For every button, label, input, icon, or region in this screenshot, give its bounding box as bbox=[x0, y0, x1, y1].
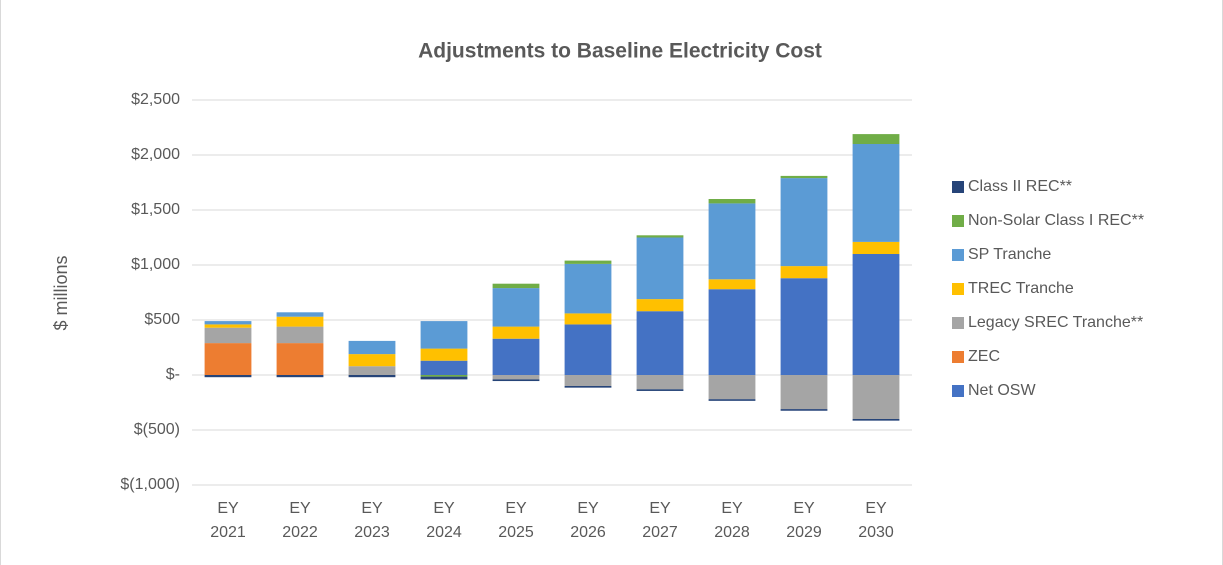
bar-segment bbox=[708, 399, 756, 401]
bar-segment bbox=[780, 175, 828, 179]
bar-segment bbox=[276, 375, 324, 378]
x-tick-label: EY 2027 bbox=[642, 500, 678, 541]
legend-swatch bbox=[952, 249, 964, 261]
legend-label: ZEC bbox=[968, 348, 1000, 365]
legend-swatch bbox=[952, 215, 964, 227]
bar-segment bbox=[492, 379, 540, 382]
bar-segment bbox=[852, 254, 900, 375]
bar-segment bbox=[636, 235, 684, 238]
bar-segment bbox=[780, 266, 828, 279]
chart-title: Adjustments to Baseline Electricity Cost bbox=[418, 40, 822, 63]
legend-swatch bbox=[952, 351, 964, 363]
bar-segment bbox=[852, 375, 900, 419]
bar-segment bbox=[420, 375, 468, 377]
bar-segment bbox=[276, 343, 324, 375]
bar-segment bbox=[780, 178, 828, 267]
y-tick-label: $- bbox=[166, 366, 180, 383]
legend-label: Legacy SREC Tranche** bbox=[968, 314, 1143, 331]
bar-segment bbox=[564, 386, 612, 388]
bar-segment bbox=[348, 375, 396, 378]
y-tick-label: $(500) bbox=[134, 421, 180, 438]
bar-segment bbox=[780, 278, 828, 375]
y-tick-label: $1,000 bbox=[131, 256, 180, 273]
bar-segment bbox=[708, 203, 756, 280]
legend-swatch bbox=[952, 385, 964, 397]
legend-label: Class II REC** bbox=[968, 178, 1072, 195]
bar-segment bbox=[564, 263, 612, 314]
bar-segment bbox=[204, 343, 252, 375]
bar-segment bbox=[564, 375, 612, 386]
bar-segment bbox=[420, 348, 468, 361]
bar-segment bbox=[492, 375, 540, 380]
bar-segment bbox=[852, 134, 900, 144]
y-tick-label: $1,500 bbox=[131, 201, 180, 218]
bar-segment bbox=[204, 321, 252, 325]
x-tick-label: EY 2028 bbox=[714, 500, 750, 541]
bar-segment bbox=[276, 316, 324, 327]
y-tick-label: $500 bbox=[144, 311, 180, 328]
bar-segment bbox=[564, 260, 612, 264]
bar-segment bbox=[348, 340, 396, 355]
x-tick-label: EY 2025 bbox=[498, 500, 534, 541]
bar-segment bbox=[564, 313, 612, 325]
x-tick-label: EY 2021 bbox=[210, 500, 246, 541]
bar-segment bbox=[636, 375, 684, 390]
bar-segment bbox=[348, 354, 396, 367]
bar-segment bbox=[492, 338, 540, 375]
bar-segment bbox=[780, 409, 828, 411]
bar-segment bbox=[276, 326, 324, 344]
bar-segment bbox=[348, 366, 396, 375]
x-tick-label: EY 2024 bbox=[426, 500, 462, 541]
y-tick-label: $2,500 bbox=[131, 91, 180, 108]
bar-segment bbox=[204, 375, 252, 378]
bar-segment bbox=[420, 376, 468, 380]
bar-segment bbox=[276, 312, 324, 317]
bar-segment bbox=[420, 360, 468, 375]
x-tick-label: EY 2023 bbox=[354, 500, 390, 541]
legend-label: Net OSW bbox=[968, 382, 1036, 399]
bar-segment bbox=[204, 327, 252, 344]
bar-segment bbox=[780, 375, 828, 410]
y-tick-label: $2,000 bbox=[131, 146, 180, 163]
y-tick-label: $(1,000) bbox=[120, 476, 180, 493]
bar-segment bbox=[204, 324, 252, 328]
bar-segment bbox=[492, 288, 540, 327]
x-tick-label: EY 2026 bbox=[570, 500, 606, 541]
bar-segment bbox=[492, 283, 540, 289]
bar-segment bbox=[636, 237, 684, 300]
legend-swatch bbox=[952, 317, 964, 329]
bar-segment bbox=[852, 241, 900, 254]
legend-label: TREC Tranche bbox=[968, 280, 1074, 297]
bar-segment bbox=[708, 279, 756, 290]
legend-label: SP Tranche bbox=[968, 246, 1051, 263]
bar-segment bbox=[636, 389, 684, 391]
bar-segment bbox=[852, 419, 900, 421]
bar-segment bbox=[564, 324, 612, 375]
legend-swatch bbox=[952, 181, 964, 193]
x-tick-label: EY 2030 bbox=[858, 500, 894, 541]
bar-segment bbox=[420, 321, 468, 349]
x-tick-label: EY 2029 bbox=[786, 500, 822, 541]
bar-segment bbox=[636, 311, 684, 375]
bar-segment bbox=[852, 144, 900, 242]
legend-label: Non-Solar Class I REC** bbox=[968, 212, 1144, 229]
legend-swatch bbox=[952, 283, 964, 295]
bar-segment bbox=[708, 375, 756, 400]
bar-segment bbox=[492, 326, 540, 339]
x-tick-label: EY 2022 bbox=[282, 500, 318, 541]
y-axis-label: $ millions bbox=[51, 255, 71, 330]
bar-segment bbox=[708, 289, 756, 375]
bar-segment bbox=[636, 299, 684, 312]
bar-segment bbox=[708, 199, 756, 204]
